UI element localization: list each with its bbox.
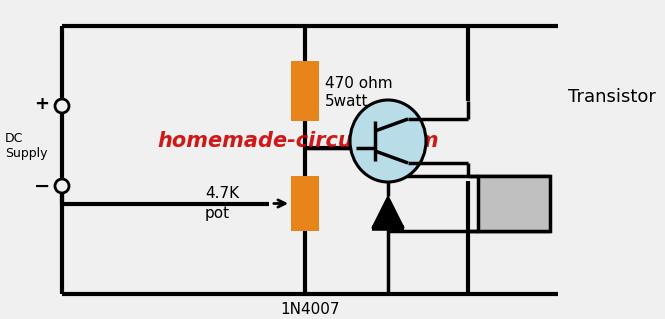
Text: pot: pot (205, 206, 230, 221)
Text: −: − (34, 176, 50, 196)
Text: 470 ohm: 470 ohm (325, 76, 392, 91)
Bar (291, 61, 319, 121)
Text: homemade-circuits.com: homemade-circuits.com (157, 131, 439, 151)
Bar (478, 176, 550, 231)
Text: Motor: Motor (488, 195, 540, 212)
Text: 4.7K: 4.7K (205, 186, 239, 201)
Text: +: + (35, 95, 49, 113)
Bar (291, 176, 319, 231)
Text: DC
Supply: DC Supply (5, 132, 47, 160)
Ellipse shape (350, 100, 426, 182)
Text: 1N4007: 1N4007 (280, 302, 340, 317)
Text: 5watt: 5watt (325, 93, 368, 108)
Text: Transistor: Transistor (568, 88, 656, 106)
Polygon shape (372, 196, 404, 228)
